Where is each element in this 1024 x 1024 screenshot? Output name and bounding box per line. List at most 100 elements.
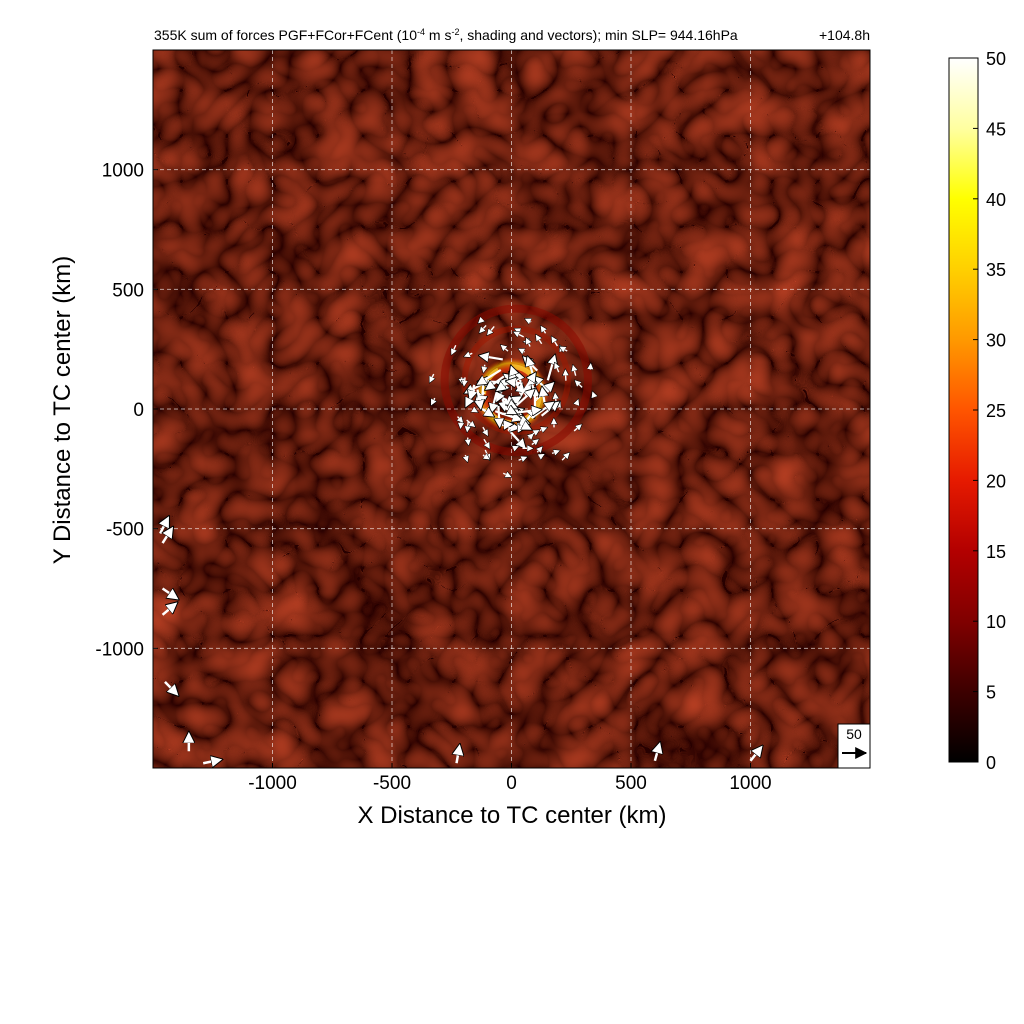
force-vector bbox=[477, 389, 480, 409]
force-vector bbox=[161, 528, 173, 544]
force-vector bbox=[460, 420, 461, 428]
force-vector bbox=[508, 427, 526, 428]
force-vector bbox=[561, 453, 569, 461]
force-vector bbox=[531, 440, 538, 445]
force-vector bbox=[466, 419, 475, 427]
x-tick-label: 0 bbox=[506, 773, 517, 794]
force-vector bbox=[465, 353, 473, 356]
force-vector bbox=[431, 397, 434, 405]
force-vector bbox=[504, 408, 515, 413]
force-vector bbox=[519, 349, 525, 352]
force-vector bbox=[520, 424, 531, 429]
force-vector bbox=[501, 345, 509, 352]
force-vector bbox=[465, 454, 467, 461]
force-vector bbox=[541, 326, 545, 334]
force-vector bbox=[525, 319, 531, 322]
force-vector bbox=[539, 454, 544, 457]
force-vector bbox=[749, 747, 762, 762]
force-vector bbox=[482, 382, 483, 404]
colorbar-tick-label: 50 bbox=[986, 49, 1006, 69]
x-tick-label: -500 bbox=[373, 773, 411, 794]
force-vector bbox=[478, 368, 502, 384]
y-axis: -1000 -500 0 500 1000 bbox=[95, 161, 158, 660]
colorbar-tick-label: 20 bbox=[986, 471, 1006, 491]
force-vector bbox=[161, 603, 177, 616]
x-axis: -1000 -500 0 500 1000 bbox=[248, 763, 772, 794]
force-vector bbox=[542, 388, 544, 403]
colorbar-tick-label: 35 bbox=[986, 260, 1006, 280]
force-vector bbox=[551, 451, 559, 454]
force-vector bbox=[488, 326, 495, 334]
force-vector bbox=[573, 366, 576, 376]
force-vector bbox=[507, 381, 523, 383]
y-axis-title: Y Distance to TC center (km) bbox=[49, 256, 76, 565]
plot-area bbox=[153, 50, 870, 768]
y-tick-label: 0 bbox=[133, 400, 144, 421]
force-vector bbox=[514, 332, 525, 337]
force-vector bbox=[573, 425, 581, 432]
force-vector bbox=[486, 375, 505, 389]
force-vector bbox=[555, 393, 556, 403]
force-vector bbox=[533, 430, 539, 433]
force-vectors bbox=[160, 319, 762, 763]
force-vector bbox=[565, 370, 566, 381]
force-vector bbox=[546, 356, 555, 381]
colorbar-tick-label: 0 bbox=[986, 753, 996, 773]
colorbar-tick-label: 30 bbox=[986, 331, 1006, 351]
force-vector bbox=[479, 319, 483, 323]
force-vector bbox=[461, 377, 462, 383]
force-vector bbox=[593, 392, 595, 397]
colorbar-tick-label: 5 bbox=[986, 683, 996, 703]
force-vector bbox=[467, 421, 468, 432]
force-vector bbox=[483, 455, 489, 459]
colorbar-tick-label: 45 bbox=[986, 119, 1006, 139]
force-vector bbox=[515, 390, 533, 407]
force-vector bbox=[576, 400, 578, 405]
reference-vector: 50 bbox=[837, 723, 871, 769]
y-tick-label: -500 bbox=[106, 520, 144, 541]
y-tick-label: -1000 bbox=[95, 639, 144, 660]
colorbar-tick-label: 10 bbox=[986, 612, 1006, 632]
colorbar-ticks: 0 5 10 15 20 25 30 35 40 45 50 bbox=[973, 49, 1006, 773]
force-vector bbox=[468, 437, 469, 445]
force-vector bbox=[590, 364, 591, 371]
force-vector bbox=[483, 364, 484, 372]
force-vector bbox=[655, 743, 660, 762]
x-tick-label: 1000 bbox=[729, 773, 771, 794]
force-vector bbox=[430, 373, 434, 382]
x-tick-label: -1000 bbox=[248, 773, 297, 794]
chart-title: 355K sum of forces PGF+FCor+FCent (10-4 … bbox=[154, 27, 738, 43]
x-axis-title: X Distance to TC center (km) bbox=[358, 802, 667, 829]
colorbar-tick-label: 15 bbox=[986, 542, 1006, 562]
reference-vector-label: 50 bbox=[846, 726, 862, 742]
force-vector bbox=[483, 426, 488, 435]
force-vector bbox=[502, 473, 511, 476]
force-vector bbox=[520, 384, 522, 395]
x-tick-label: 500 bbox=[615, 773, 647, 794]
force-vector bbox=[164, 680, 178, 695]
y-tick-label: 500 bbox=[112, 280, 144, 301]
force-vector bbox=[513, 446, 518, 448]
force-vector bbox=[560, 347, 568, 351]
force-vector bbox=[518, 457, 527, 460]
outer-rainband bbox=[440, 304, 592, 456]
force-vector bbox=[500, 424, 512, 425]
force-vector bbox=[555, 363, 559, 373]
y-tick-label: 1000 bbox=[102, 161, 144, 182]
force-vector bbox=[480, 356, 503, 360]
force-vector bbox=[161, 587, 178, 599]
force-vector bbox=[575, 381, 583, 388]
colorbar-tick-label: 40 bbox=[986, 190, 1006, 210]
force-vector bbox=[515, 329, 521, 331]
time-label: +104.8h bbox=[819, 27, 870, 43]
force-vector bbox=[519, 373, 535, 397]
colorbar: 0 5 10 15 20 25 30 35 40 45 50 bbox=[948, 49, 1006, 773]
force-vector bbox=[202, 760, 221, 764]
force-vector bbox=[526, 338, 530, 347]
force-vector bbox=[452, 344, 456, 354]
force-vector bbox=[483, 438, 489, 448]
colorbar-tick-label: 25 bbox=[986, 401, 1006, 421]
force-vector bbox=[457, 745, 460, 764]
force-vector bbox=[480, 324, 487, 332]
